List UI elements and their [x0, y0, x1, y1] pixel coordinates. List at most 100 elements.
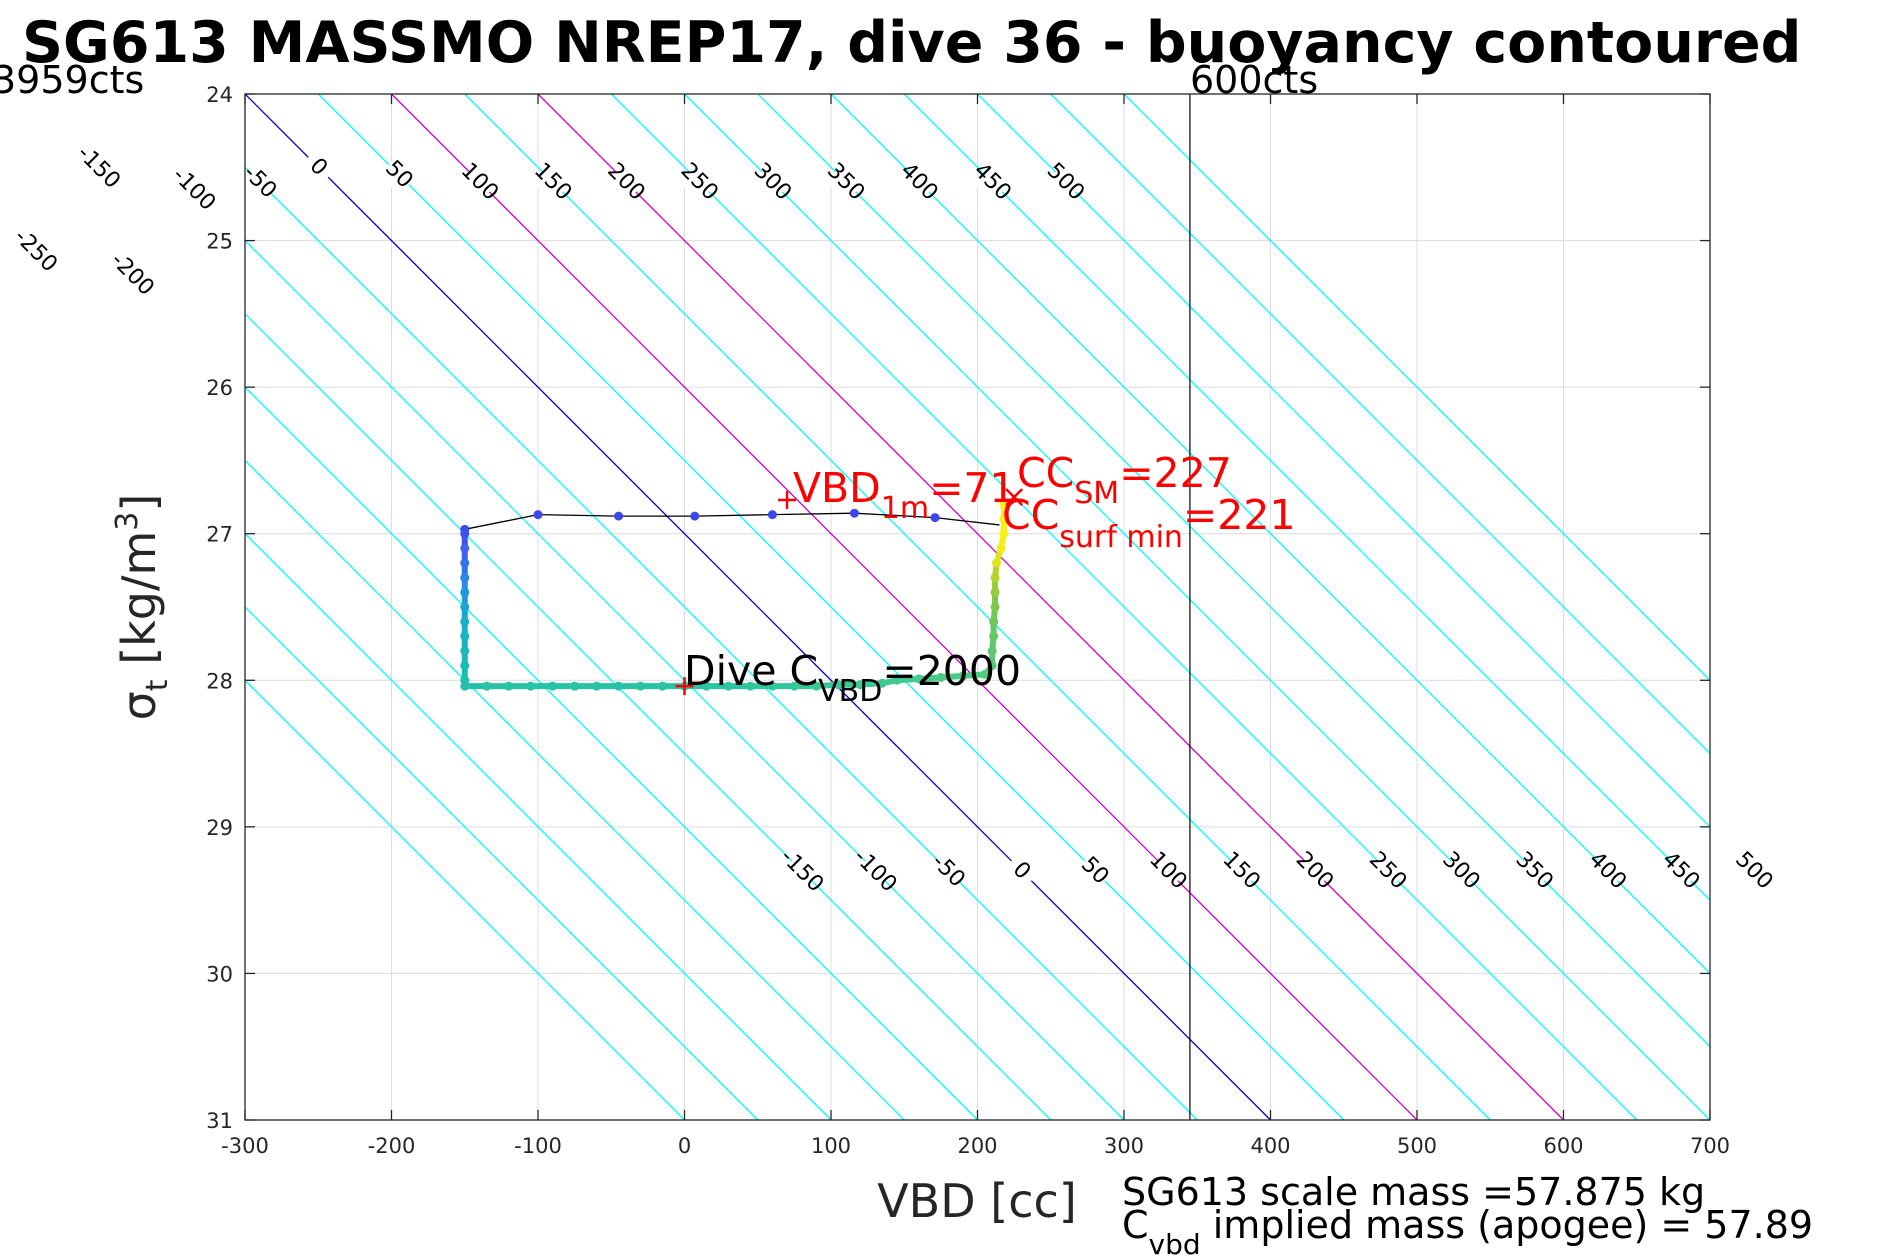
contour-line	[245, 606, 759, 1120]
chart-title: SG613 MASSMO NREP17, dive 36 - buoyancy …	[22, 10, 1801, 76]
profile-point	[990, 573, 1000, 583]
contour-line	[977, 94, 1710, 828]
profile-point	[930, 513, 940, 523]
contour-line	[245, 532, 832, 1120]
annotation-cc-sm-value: =227	[1119, 449, 1232, 497]
profile-point	[980, 669, 990, 679]
y-axis-label-unit-exponent: 3	[110, 512, 145, 531]
footer-c-sub: vbd	[1149, 1228, 1201, 1260]
contour-line	[245, 166, 1198, 1120]
contour-label-bg	[928, 851, 968, 891]
contour-label-bg	[1660, 851, 1701, 891]
contour-label-bg	[298, 147, 339, 188]
profile-point	[460, 602, 470, 612]
profile-point	[914, 674, 924, 684]
contour-label-bg	[112, 254, 152, 295]
profile-point	[745, 681, 755, 691]
footer-implied-rest: implied mass (apogee) = 57.89	[1201, 1203, 1813, 1247]
contour-label-bg	[1221, 851, 1261, 891]
contour-label-bg	[855, 851, 895, 891]
contour-label-bg	[173, 169, 214, 210]
annotation-cc-surf-min: CCsurf min=221	[1002, 491, 1296, 555]
contour-label-bg	[78, 147, 119, 188]
profile-point	[996, 543, 1006, 553]
x-tick-label: -100	[514, 1134, 562, 1158]
x-marker	[1005, 488, 1024, 506]
corner-label-left: 3959cts	[0, 58, 144, 102]
annotations: VBD1m=71 CCSM=227 CCsurf min=221 Dive CV…	[684, 449, 1296, 709]
contour-label-bg	[1514, 851, 1554, 891]
x-tick-label: 0	[678, 1134, 691, 1158]
contour-label-bg	[532, 162, 573, 202]
contour-label-bg	[1074, 851, 1115, 891]
corner-label-right: 600cts	[1190, 58, 1318, 102]
profile-point	[614, 511, 624, 521]
contour-line	[903, 94, 1710, 902]
profile-point	[504, 681, 514, 691]
contour-label-bg	[606, 162, 646, 202]
profile-point	[990, 602, 1000, 612]
contour-line	[537, 94, 1564, 1120]
profile-point	[570, 681, 580, 691]
contour-label-bg	[752, 162, 793, 202]
profile-point	[460, 573, 470, 583]
profile-point	[789, 681, 799, 691]
annotation-vbd-1m-sub: 1m	[881, 491, 929, 526]
profile-point	[592, 681, 602, 691]
annotation-dive-c-value: =2000	[882, 647, 1021, 695]
profile-point	[460, 631, 470, 641]
contour-label-bg	[972, 162, 1012, 202]
contour-label-bg	[1294, 851, 1335, 891]
y-tick-label: 25	[206, 230, 233, 254]
contour-label-bg	[781, 851, 822, 891]
profile-point	[548, 681, 558, 691]
contour-label-bg	[1587, 851, 1628, 891]
footer-scale-mass: SG613 scale mass =57.875 kg	[1122, 1170, 1705, 1214]
profile-point	[855, 680, 865, 690]
annotation-vbd-1m: VBD1m=71	[793, 464, 1016, 526]
contour-line	[245, 312, 1052, 1120]
contour-line	[391, 94, 1418, 1120]
annotation-dive-c-sub: VBD	[818, 674, 882, 709]
profile-point	[482, 681, 492, 691]
annotation-cc-surf-min-value: =221	[1183, 491, 1296, 539]
profile-point	[989, 617, 999, 627]
y-tick-label: 29	[206, 816, 233, 840]
annotation-vbd-1m-value: =71	[929, 464, 1016, 512]
profile-point	[849, 508, 859, 518]
x-tick-label: 700	[1690, 1134, 1730, 1158]
y-axis-label-unit: [kg/m	[112, 531, 166, 680]
profile-point	[460, 543, 470, 553]
profile-point	[614, 681, 624, 691]
apogee-line	[464, 512, 1000, 530]
profile-point	[987, 646, 997, 656]
x-tick-label: 300	[1104, 1134, 1144, 1158]
profile-point	[936, 672, 946, 682]
x-tick-label: 200	[957, 1134, 997, 1158]
contour-label-bg	[239, 162, 280, 202]
profile-point	[892, 675, 902, 685]
buoyancy-contours	[245, 94, 1710, 1120]
y-axis-label-unit-close: ]	[112, 494, 166, 512]
profile-point	[992, 558, 1002, 568]
profile-point	[460, 617, 470, 627]
contour-line	[1050, 94, 1710, 755]
footer: SG613 scale mass =57.875 kg Cvbd implied…	[1122, 1170, 1813, 1260]
profile-point	[460, 646, 470, 656]
contour-line	[464, 94, 1491, 1120]
y-tick-label: 24	[206, 83, 233, 107]
contour-label-bg	[1734, 851, 1774, 891]
profile-point	[658, 681, 668, 691]
x-axis-ticks: -300 -200 -100 0 100 200 300 400 500 600 700	[221, 94, 1730, 1158]
annotation-cc-sm-sub: SM	[1074, 476, 1119, 511]
annotation-cc-sm: CCSM=227	[1017, 449, 1232, 511]
x-tick-label: 400	[1250, 1134, 1290, 1158]
contour-line	[245, 679, 685, 1120]
footer-implied-mass: Cvbd implied mass (apogee) = 57.89	[1122, 1203, 1813, 1260]
y-axis-label-subscript: t	[140, 679, 175, 691]
profile-point	[701, 681, 711, 691]
profile-point	[526, 681, 536, 691]
annotation-cc-surf-min-text: CC	[1002, 491, 1059, 539]
profile-point	[877, 678, 887, 688]
profile-point	[811, 681, 821, 691]
